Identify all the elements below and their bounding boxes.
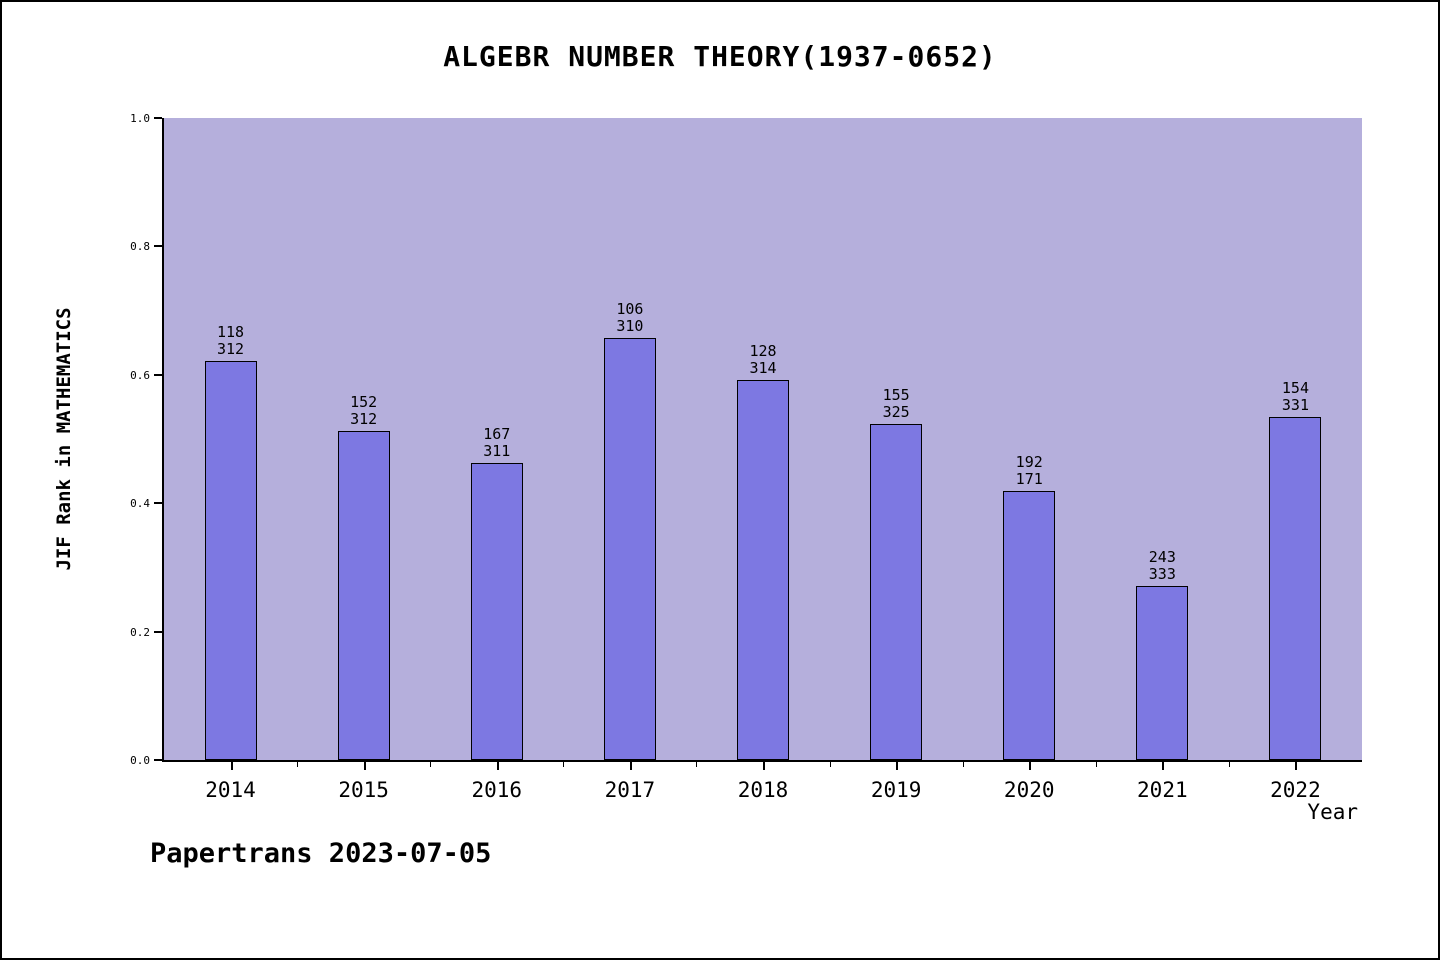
x-tick	[496, 762, 499, 770]
x-tick-label: 2016	[471, 778, 523, 802]
x-tick	[230, 762, 233, 770]
bar-value-label: 118 312	[217, 322, 245, 358]
chart-title: ALGEBR NUMBER THEORY(1937-0652)	[443, 40, 997, 73]
y-tick-label: 0.0	[130, 754, 150, 767]
x-tick-label: 2019	[870, 778, 922, 802]
y-tick-label: 0.6	[130, 368, 150, 382]
x-tick-label: 2021	[1137, 778, 1188, 802]
y-tick-label: 0.4	[130, 497, 150, 511]
x-tick	[363, 762, 366, 770]
bar-value-label: 155 325	[882, 386, 910, 422]
bar	[1269, 416, 1322, 760]
bar	[1003, 491, 1056, 760]
x-minor-tick	[962, 762, 964, 767]
bar-value-label: 152 312	[350, 392, 378, 428]
y-axis-title: JIF Rank in MATHEMATICS	[53, 307, 75, 571]
y-tick	[154, 630, 162, 633]
bar-value-label: 243 333	[1148, 548, 1176, 584]
y-tick	[154, 759, 162, 761]
bar	[870, 424, 923, 760]
footer-watermark: Papertrans 2023-07-05	[150, 838, 492, 869]
x-minor-tick	[696, 762, 698, 767]
x-tick	[1162, 762, 1165, 770]
x-tick-label: 2022	[1270, 778, 1321, 802]
x-tick	[1029, 762, 1032, 770]
bar	[603, 337, 656, 760]
bar-value-label: 128 314	[749, 341, 777, 377]
x-minor-tick	[829, 762, 831, 767]
x-tick-label: 2020	[1003, 778, 1055, 802]
y-tick	[154, 373, 162, 376]
x-tick-label: 2018	[737, 778, 789, 802]
x-minor-tick	[297, 762, 299, 767]
x-minor-tick	[430, 762, 432, 767]
bar	[1136, 586, 1189, 760]
y-tick-label: 0.2	[130, 625, 150, 639]
y-tick-label: 1.0	[130, 112, 150, 125]
bar-value-label: 154 331	[1281, 378, 1309, 414]
y-tick	[154, 245, 162, 248]
x-minor-tick	[1228, 762, 1230, 767]
bar	[337, 430, 390, 760]
plot-area: 0.0 0.2 0.4 0.6 0.8 1.0 118 312 2014 152 312 2015…	[130, 112, 1362, 802]
x-minor-tick	[563, 762, 565, 767]
x-tick	[1295, 762, 1298, 770]
bar	[737, 379, 789, 760]
x-tick-label: 2015	[338, 778, 389, 802]
x-axis-title: Year	[1307, 800, 1358, 824]
x-tick	[896, 762, 899, 770]
x-minor-tick	[1095, 762, 1097, 767]
bar-value-label: 106 310	[616, 299, 644, 335]
x-tick-label: 2014	[205, 778, 256, 802]
x-tick-label: 2017	[604, 778, 656, 802]
bar-value-label: 167 311	[483, 424, 511, 460]
y-tick-label: 0.8	[130, 240, 150, 254]
bar	[204, 360, 257, 760]
x-tick	[763, 762, 765, 770]
x-tick	[629, 762, 632, 770]
y-tick	[154, 502, 162, 505]
bar-value-label: 192 171	[1015, 453, 1043, 489]
y-tick	[154, 117, 162, 119]
bar	[470, 462, 523, 760]
